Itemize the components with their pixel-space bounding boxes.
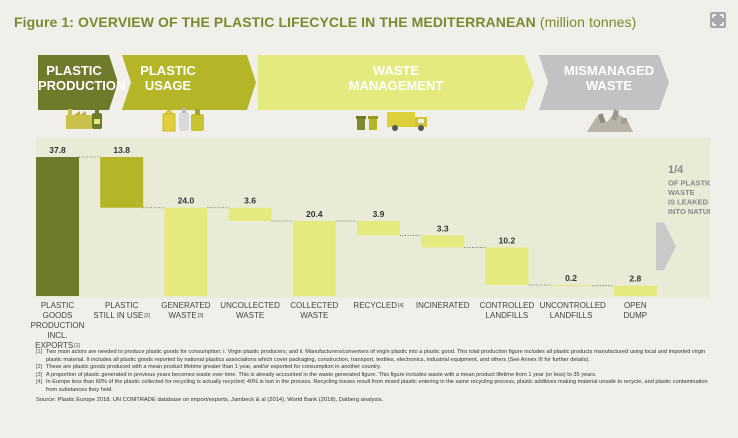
stage-plastic-production: PLASTIC PRODUCTION xyxy=(38,55,126,110)
bar-value-label: 3.3 xyxy=(437,223,449,233)
footnote-text: A proportion of plastic generated in pre… xyxy=(46,371,597,378)
footnote-text: In Europe less than 60% of the plastic c… xyxy=(46,379,708,393)
footnote-number: [3] xyxy=(36,371,43,378)
stage-label-line1: MISMANAGED xyxy=(563,63,655,78)
category-label: CONTROLLED LANDFILLS xyxy=(475,301,538,321)
stage-label-line2: MANAGEMENT xyxy=(348,78,444,93)
plastic-bags-bottles-icon xyxy=(160,106,210,137)
category-label-line: STILL IN USE[2] xyxy=(93,311,150,320)
chart-bar xyxy=(357,220,400,236)
category-label: PLASTIC STILL IN USE[2] xyxy=(90,301,153,321)
chart-bar xyxy=(292,220,336,296)
category-label: GENERATED WASTE[3] xyxy=(154,301,217,321)
chart-bar xyxy=(100,157,144,208)
figure-title: Figure 1: OVERVIEW OF THE PLASTIC LIFECY… xyxy=(14,14,637,30)
category-label-line: RECYCLED[4] xyxy=(353,301,404,310)
category-label-line: GENERATED xyxy=(161,301,211,310)
stage-label-line2: WASTE xyxy=(585,78,633,93)
category-label: INCINERATED xyxy=(411,301,474,311)
bar-value-label: 2.8 xyxy=(629,274,641,284)
chart-bar xyxy=(164,207,208,296)
category-label: OPEN DUMP xyxy=(604,301,667,321)
category-label-line: INCINERATED xyxy=(415,301,470,310)
footnote-text: Two main actors are needed to produce pl… xyxy=(46,349,706,363)
bar-value-label: 3.6 xyxy=(244,196,256,206)
stage-arrow-shape xyxy=(258,55,534,110)
source-note: Source: Plastic Europe 2018, UN COMTRADE… xyxy=(36,396,384,403)
category-label-line: LANDFILLS xyxy=(549,311,593,320)
bar-value-label: 13.8 xyxy=(113,145,130,155)
category-label-line: COLLECTED xyxy=(290,301,339,310)
bins-garbage-truck-icon xyxy=(355,108,433,137)
bar-value-label: 24.0 xyxy=(178,196,195,206)
category-label-line: PLASTIC GOODS xyxy=(40,301,75,320)
footnote-number: [1] xyxy=(36,349,43,355)
chart-bar xyxy=(228,207,272,221)
footnotes: [1] Two main actors are needed to produce… xyxy=(36,349,716,404)
category-label-line: INCL. EXPORTS[1] xyxy=(35,331,80,350)
stage-arrow-shape xyxy=(38,55,118,110)
stage-label-line2: USAGE xyxy=(144,78,192,93)
stage-arrow-shape xyxy=(539,55,669,110)
category-label-line: LANDFILLS xyxy=(485,311,529,320)
leak-annotation-text: OF PLASTIC xyxy=(668,178,710,187)
bar-value-label: 10.2 xyxy=(499,235,516,245)
category-footnote-ref: [3] xyxy=(197,313,204,319)
category-label: RECYCLED[4] xyxy=(347,301,410,311)
expand-icon[interactable] xyxy=(710,12,726,28)
category-label: UNCOLLECTED WASTE xyxy=(219,301,282,321)
category-label-line: CONTROLLED xyxy=(479,301,535,310)
category-label-line: OPEN xyxy=(623,301,647,310)
bar-value-label: 20.4 xyxy=(306,209,323,219)
stage-mismanaged-waste: MISMANAGED WASTE xyxy=(539,55,669,110)
leak-annotation-text: 1/4 xyxy=(668,164,684,176)
footnote: [1] Two main actors are needed to produce… xyxy=(36,349,716,364)
stage-label-line1: PLASTIC xyxy=(140,63,196,78)
category-footnote-ref: [1] xyxy=(74,343,80,349)
category-label: PLASTIC GOODS PRODUCTION INCL. EXPORTS[1] xyxy=(26,301,89,351)
footnote-number: [2] xyxy=(36,364,43,371)
waste-pile-icon xyxy=(585,104,635,139)
chart-bar xyxy=(549,284,593,286)
footnote-text: These are plastic goods produced with a … xyxy=(46,364,382,371)
waterfall-chart: 37.8 13.8 24.0 3.6 20.4 3.9 3.3 10.2 0.2 2.8 1/4 OF… xyxy=(36,145,710,296)
chart-bar xyxy=(36,157,79,296)
category-label-line: DUMP xyxy=(623,311,648,320)
category-label: UNCONTROLLED LANDFILLS xyxy=(539,301,606,321)
category-label: COLLECTED WASTE xyxy=(283,301,346,321)
leak-annotation-text: IS LEAKED xyxy=(668,197,709,206)
footnote: [3] A proportion of plastic generated in … xyxy=(36,372,716,380)
title-unit: (million tonnes) xyxy=(539,14,637,30)
chart-bar xyxy=(613,285,657,296)
footnote: [2] These are plastic goods produced with… xyxy=(36,364,716,372)
footnote-number: [4] xyxy=(36,379,43,386)
stage-label-line1: PLASTIC xyxy=(46,63,102,78)
bar-value-label: 3.9 xyxy=(373,209,385,219)
category-footnote-ref: [2] xyxy=(144,313,150,319)
stage-plastic-usage: PLASTIC USAGE xyxy=(122,55,256,110)
category-label-line: WASTE xyxy=(236,311,265,320)
category-label-line: UNCOLLECTED xyxy=(220,301,280,310)
stage-label-line2: PRODUCTION xyxy=(38,78,126,93)
stage-arrow-shape xyxy=(122,55,256,110)
bar-value-label: 0.2 xyxy=(565,273,577,283)
bar-value-label: 37.8 xyxy=(49,145,66,155)
category-label-line: WASTE xyxy=(300,311,329,320)
chart-bar xyxy=(485,247,529,285)
category-label-line: UNCONTROLLED xyxy=(539,301,606,310)
leak-arrow xyxy=(656,222,676,271)
stage-waste-management: WASTE MANAGEMENT xyxy=(258,55,534,110)
leak-annotation-text: INTO NATURE xyxy=(668,207,710,216)
category-label-line: WASTE[3] xyxy=(168,311,204,320)
category-footnote-ref: [4] xyxy=(398,303,404,309)
chart-panel: 37.8 13.8 24.0 3.6 20.4 3.9 3.3 10.2 0.2 2.8 1/4 OF… xyxy=(36,138,710,298)
category-label-line: PLASTIC xyxy=(105,301,139,310)
footnote: [4] In Europe less than 60% of the plasti… xyxy=(36,379,716,394)
chart-bar xyxy=(421,235,465,248)
factory-bottle-icon xyxy=(64,107,106,136)
category-label-line: PRODUCTION xyxy=(30,321,85,330)
leak-annotation-text: WASTE xyxy=(668,188,695,197)
stage-label-line1: WASTE xyxy=(372,63,420,78)
